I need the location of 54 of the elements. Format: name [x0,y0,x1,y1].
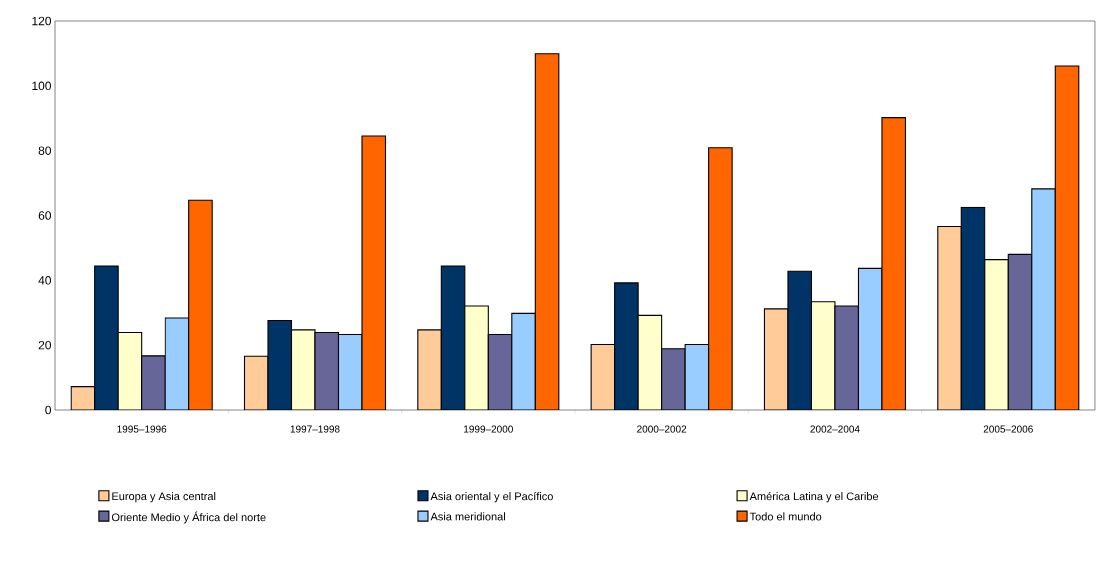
bar [141,355,166,410]
bar [708,147,733,410]
bar [810,301,836,410]
x-tick-label: 1995–1996 [117,425,167,433]
bar [1007,253,1033,410]
bar [614,282,639,410]
bar [857,267,883,410]
bar [487,333,513,410]
bar [338,334,362,410]
x-tick-label: 2000–2002 [637,425,687,433]
bar [534,53,560,410]
y-tick-label: 120 [32,16,52,26]
bar [291,329,315,410]
bar [440,265,466,410]
legend-label: Oriente Medio y África del norte [111,511,266,524]
y-tick-label: 20 [38,340,52,350]
bar [94,265,119,410]
bar [590,343,616,410]
y-tick-label: 0 [45,405,52,415]
bar [960,206,986,410]
bar [937,225,962,410]
bar [763,308,789,410]
x-tick-label: 2005–2006 [983,425,1033,433]
bar [1031,188,1056,410]
legend-label: Asia meridional [430,512,505,521]
bar [417,329,442,410]
bar [881,117,907,410]
bar [787,270,813,410]
bar [117,331,143,410]
x-tick-label: 1999–2000 [464,425,513,433]
bar [684,343,710,410]
bar [268,320,292,410]
bar [511,312,536,410]
x-tick-label: 1997–1998 [290,425,340,433]
y-tick-label: 100 [32,81,52,91]
bar [834,305,860,410]
bar [984,259,1009,410]
x-tick-label: 2002–2004 [810,425,860,433]
legend-label: Asia oriental y el Pacífico [430,491,553,503]
bar [464,305,489,410]
legend-label: Todo el mundo [749,512,822,521]
y-tick-label: 40 [38,276,52,285]
legend-label: Europa y Asia central [112,492,216,503]
bar [244,356,268,410]
legend-label: América Latina y el Caribe [749,491,879,503]
bar [164,317,190,410]
y-tick-label: 60 [38,211,52,220]
bar [362,136,386,410]
bar [1054,65,1080,410]
y-tick-label: 80 [38,146,52,155]
bar [661,348,686,410]
bar [314,332,339,410]
bar [188,199,213,410]
bar [637,314,663,410]
